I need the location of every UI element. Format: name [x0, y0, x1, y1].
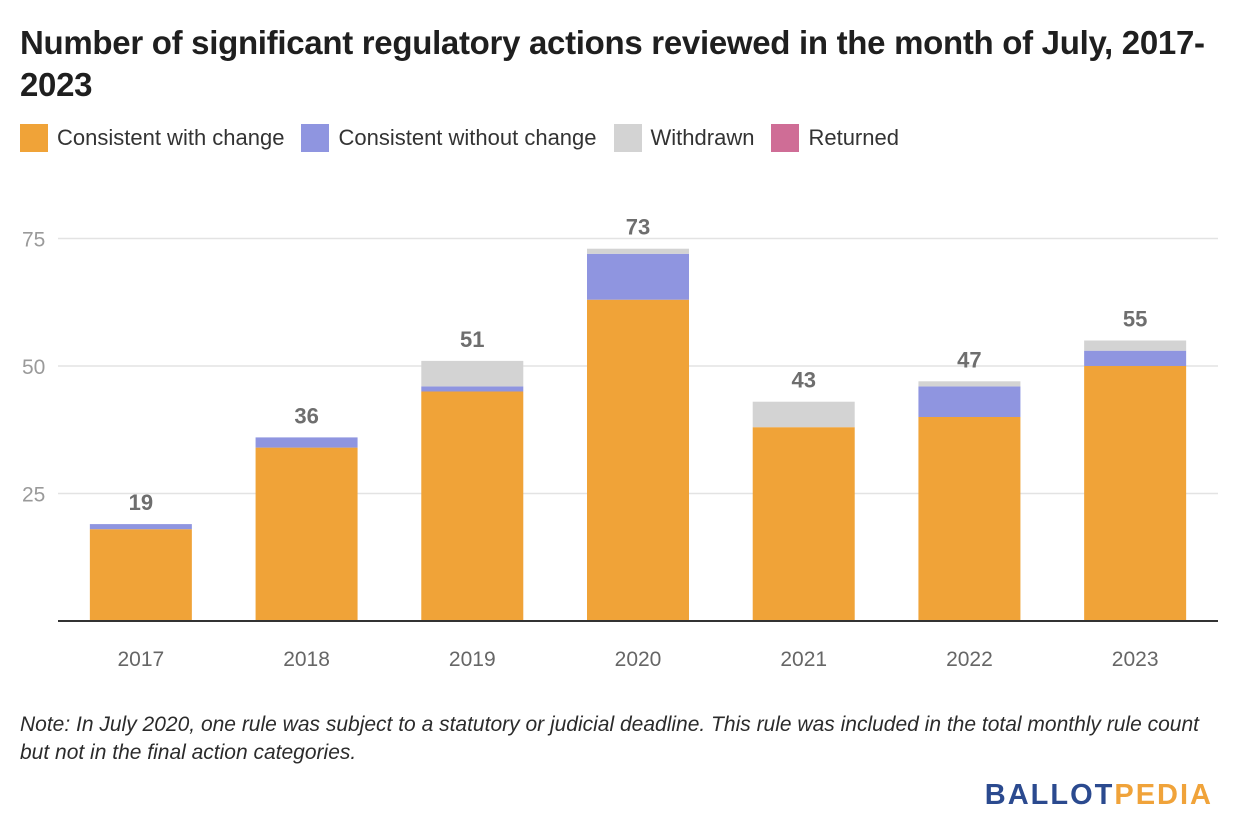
y-tick-label: 75 [22, 229, 45, 252]
x-tick-label: 2022 [946, 648, 993, 671]
x-tick-label: 2019 [449, 648, 496, 671]
bar-segment-consistent-with-change [421, 391, 524, 621]
data-label-total: 73 [626, 215, 650, 240]
footnote: Note: In July 2020, one rule was subject… [20, 713, 1199, 764]
legend-swatch [20, 124, 48, 152]
legend-swatch [771, 124, 800, 152]
ballotpedia-logo: BALLOTPEDIA [985, 779, 1213, 812]
legend-label: Consistent without change [338, 125, 597, 150]
legend-item-consistent-with-change: Consistent with change [20, 124, 284, 152]
bar-segment-withdrawn [918, 381, 1021, 387]
bar-segment-withdrawn [587, 248, 689, 254]
bar-segment-consistent-with-change [89, 529, 192, 621]
bar-segment-consistent-without-change [255, 437, 358, 448]
bar-segment-consistent-with-change [752, 427, 855, 621]
bar-segment-consistent-without-change [421, 386, 524, 392]
legend-label: Returned [808, 125, 899, 150]
data-label-total: 19 [129, 490, 153, 515]
logo-part-pedia: PEDIA [1114, 779, 1213, 811]
bar-segment-withdrawn [752, 401, 855, 428]
stacked-bar-chart: 25 50 75 19 2017 36 2018 51 2019 73 2020 43 2021 47 20… [22, 215, 1218, 671]
legend-item-consistent-without-change: Consistent without change [301, 124, 597, 152]
legend-swatch [301, 124, 330, 152]
data-label-total: 55 [1123, 307, 1147, 332]
bar-segment-consistent-with-change [1084, 366, 1187, 621]
x-tick-label: 2017 [117, 648, 164, 671]
legend: Consistent with change Consistent withou… [20, 124, 916, 152]
bar-segment-consistent-without-change [587, 253, 689, 300]
data-label-total: 36 [294, 403, 318, 428]
x-tick-label: 2020 [615, 648, 662, 671]
bar-segment-withdrawn [421, 360, 524, 387]
legend-item-returned: Returned [771, 124, 899, 152]
bar-segment-consistent-without-change [1084, 350, 1187, 366]
bar-segment-withdrawn [1084, 340, 1187, 351]
x-tick-label: 2023 [1112, 648, 1159, 671]
chart-title: Number of significant regulatory actions… [20, 24, 1205, 103]
legend-item-withdrawn: Withdrawn [613, 124, 755, 152]
data-label-total: 43 [791, 368, 815, 393]
legend-swatch [613, 124, 642, 152]
bar-segment-consistent-without-change [918, 386, 1021, 417]
legend-label: Consistent with change [57, 125, 285, 150]
y-tick-label: 50 [22, 356, 45, 379]
bar-segment-consistent-with-change [255, 447, 358, 621]
bar-segment-consistent-with-change [587, 299, 689, 621]
x-tick-label: 2021 [780, 648, 827, 671]
data-label-total: 47 [957, 347, 981, 372]
logo-part-ballot: BALLOT [984, 779, 1115, 811]
data-label-total: 51 [460, 327, 484, 352]
bar-segment-consistent-with-change [918, 417, 1021, 621]
legend-label: Withdrawn [650, 125, 755, 150]
bar-segment-consistent-without-change [89, 524, 192, 530]
x-tick-label: 2018 [283, 648, 330, 671]
y-tick-label: 25 [22, 484, 45, 507]
